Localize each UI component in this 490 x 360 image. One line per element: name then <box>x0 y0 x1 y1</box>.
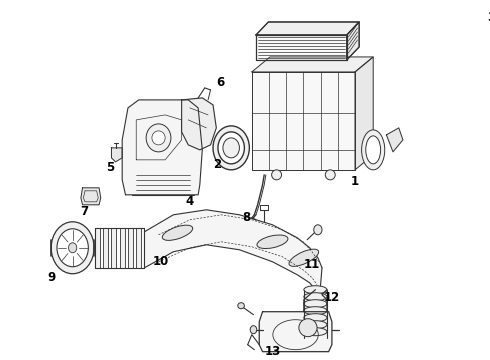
Polygon shape <box>111 148 122 162</box>
Polygon shape <box>136 228 141 268</box>
Ellipse shape <box>304 314 327 322</box>
Polygon shape <box>122 100 202 195</box>
Ellipse shape <box>51 222 94 274</box>
Ellipse shape <box>304 307 327 315</box>
Polygon shape <box>252 72 355 170</box>
Text: 13: 13 <box>264 345 281 358</box>
Text: 5: 5 <box>106 161 114 174</box>
Ellipse shape <box>325 170 335 180</box>
Text: 7: 7 <box>80 205 88 218</box>
Polygon shape <box>252 57 373 72</box>
Polygon shape <box>259 312 332 352</box>
Text: 1: 1 <box>351 175 359 188</box>
Text: 4: 4 <box>186 195 194 208</box>
Ellipse shape <box>304 300 327 308</box>
Ellipse shape <box>223 138 240 158</box>
Text: 2: 2 <box>213 158 221 171</box>
Polygon shape <box>355 57 373 170</box>
Text: 9: 9 <box>47 271 55 284</box>
Ellipse shape <box>218 132 245 164</box>
Polygon shape <box>111 228 117 268</box>
Ellipse shape <box>146 124 171 152</box>
Ellipse shape <box>304 293 327 301</box>
Ellipse shape <box>162 225 193 240</box>
Text: 11: 11 <box>304 258 320 271</box>
Polygon shape <box>120 228 124 268</box>
Ellipse shape <box>271 170 282 180</box>
Ellipse shape <box>299 319 317 337</box>
Ellipse shape <box>366 136 381 164</box>
Polygon shape <box>182 98 216 150</box>
Ellipse shape <box>57 229 88 267</box>
Ellipse shape <box>362 130 385 170</box>
Ellipse shape <box>314 225 322 235</box>
Ellipse shape <box>213 126 249 170</box>
Text: 8: 8 <box>242 211 250 224</box>
Text: 10: 10 <box>153 255 169 268</box>
Ellipse shape <box>289 249 318 266</box>
Polygon shape <box>128 228 133 268</box>
Polygon shape <box>347 22 359 60</box>
Ellipse shape <box>304 328 327 336</box>
Polygon shape <box>81 188 101 205</box>
Ellipse shape <box>238 303 245 309</box>
Ellipse shape <box>152 131 165 145</box>
Ellipse shape <box>304 321 327 329</box>
Ellipse shape <box>69 243 77 253</box>
Ellipse shape <box>250 326 257 334</box>
Ellipse shape <box>257 235 288 248</box>
Polygon shape <box>95 228 100 268</box>
Polygon shape <box>145 210 322 298</box>
Ellipse shape <box>304 286 327 294</box>
Polygon shape <box>387 128 403 152</box>
Text: 6: 6 <box>216 76 224 89</box>
Polygon shape <box>256 22 359 35</box>
Text: 12: 12 <box>324 291 340 304</box>
Text: 3: 3 <box>487 12 490 24</box>
Polygon shape <box>256 35 347 60</box>
Polygon shape <box>103 228 108 268</box>
